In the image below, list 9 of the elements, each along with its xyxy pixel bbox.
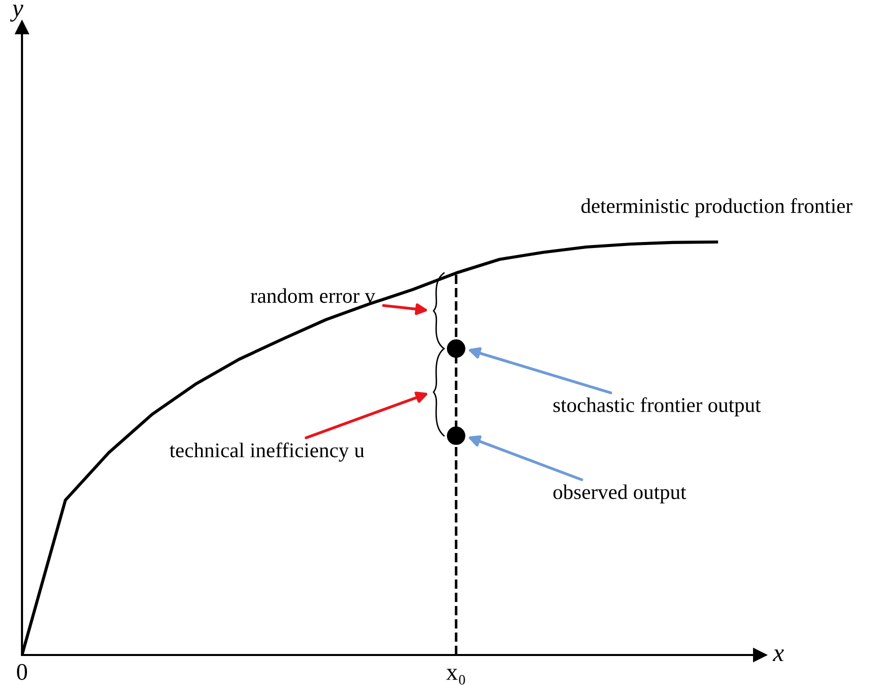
text: y bbox=[10, 4, 24, 22]
annotation: observed output bbox=[553, 484, 686, 504]
annotation: technical inefficiency u bbox=[170, 442, 364, 462]
x-tick-label: x₀ bbox=[446, 668, 466, 685]
x-tick-label: 0 bbox=[16, 664, 27, 680]
annotation: stochastic frontier output bbox=[553, 397, 761, 416]
annotation: random error v bbox=[250, 288, 376, 303]
series-label: deterministic production frontier bbox=[581, 198, 852, 218]
x-axis-title: x bbox=[772, 650, 784, 662]
